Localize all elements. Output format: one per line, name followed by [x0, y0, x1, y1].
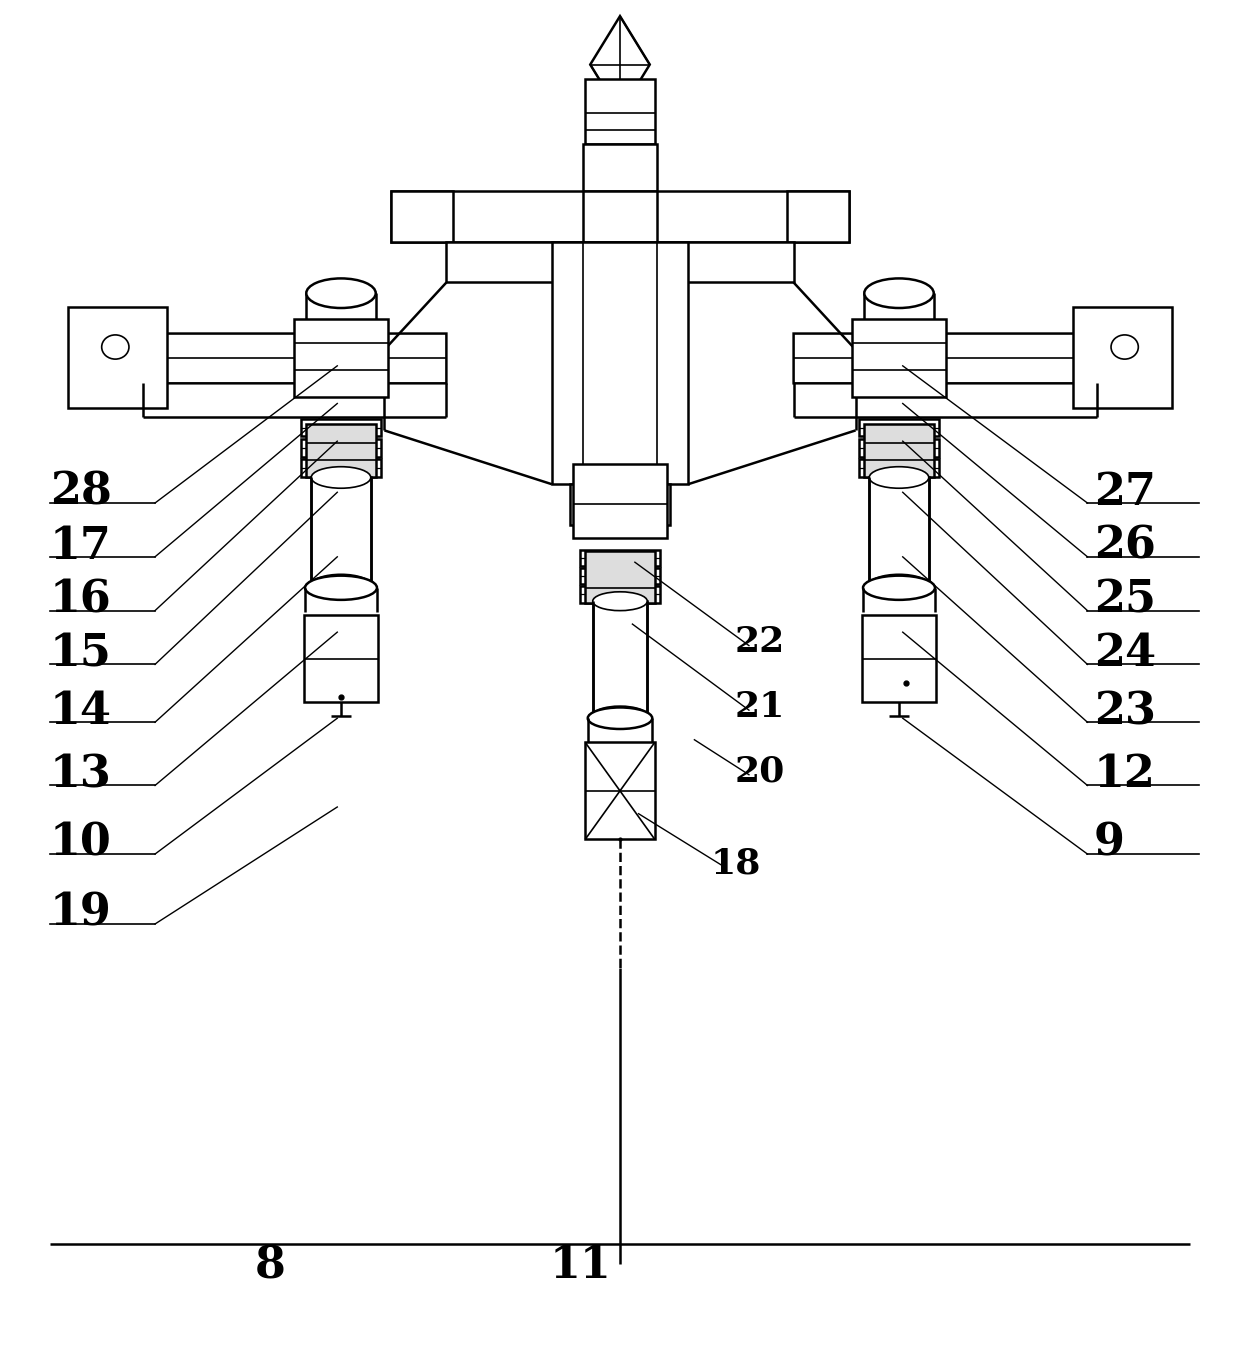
Text: 26: 26 — [1094, 525, 1156, 568]
Text: 10: 10 — [50, 822, 112, 865]
Ellipse shape — [311, 467, 371, 488]
Bar — [593, 601, 647, 716]
Bar — [852, 319, 946, 397]
Bar — [580, 568, 660, 584]
Ellipse shape — [588, 707, 652, 729]
Bar — [301, 418, 381, 436]
Ellipse shape — [593, 592, 647, 611]
Bar — [573, 464, 667, 538]
Text: 25: 25 — [1094, 578, 1156, 621]
Bar — [391, 191, 453, 242]
Bar — [585, 742, 655, 839]
Text: 19: 19 — [50, 892, 112, 935]
Text: 8: 8 — [255, 1244, 285, 1287]
Bar — [391, 191, 849, 242]
Bar — [580, 550, 660, 566]
Bar — [306, 424, 376, 477]
Ellipse shape — [869, 467, 929, 488]
Text: 14: 14 — [50, 690, 112, 733]
Bar — [301, 438, 381, 456]
Text: 22: 22 — [734, 625, 785, 659]
Text: 12: 12 — [1094, 753, 1156, 796]
Bar — [68, 307, 167, 408]
Bar — [859, 418, 939, 436]
Text: 24: 24 — [1094, 632, 1156, 675]
Bar — [869, 477, 929, 585]
Text: 13: 13 — [50, 753, 112, 796]
Text: 20: 20 — [734, 755, 785, 788]
Ellipse shape — [306, 278, 376, 308]
Ellipse shape — [305, 576, 377, 600]
Polygon shape — [590, 16, 650, 113]
Bar — [862, 615, 936, 702]
Bar — [787, 191, 849, 242]
Bar — [864, 424, 934, 477]
Bar — [570, 484, 670, 525]
Ellipse shape — [102, 335, 129, 359]
Bar — [585, 551, 655, 603]
Bar — [552, 242, 688, 484]
Ellipse shape — [311, 574, 371, 596]
Text: 23: 23 — [1094, 690, 1156, 733]
Text: 27: 27 — [1094, 471, 1156, 514]
Ellipse shape — [593, 706, 647, 725]
Bar — [304, 615, 378, 702]
Bar — [859, 459, 939, 476]
Bar — [311, 477, 371, 585]
Bar — [294, 319, 388, 397]
Bar — [585, 79, 655, 144]
Bar — [1073, 307, 1172, 408]
Text: 11: 11 — [549, 1244, 611, 1287]
Polygon shape — [93, 334, 446, 383]
Ellipse shape — [863, 576, 935, 600]
Bar — [859, 438, 939, 456]
Text: 16: 16 — [50, 578, 112, 621]
Text: 18: 18 — [711, 847, 761, 881]
Bar — [583, 144, 657, 191]
Ellipse shape — [1111, 335, 1138, 359]
Text: 9: 9 — [1094, 822, 1125, 865]
Text: 28: 28 — [50, 471, 112, 514]
Ellipse shape — [864, 278, 934, 308]
Bar — [301, 459, 381, 476]
Bar — [446, 242, 794, 282]
Polygon shape — [794, 334, 1147, 383]
Ellipse shape — [869, 574, 929, 596]
Text: 21: 21 — [734, 690, 785, 724]
Text: 17: 17 — [50, 525, 112, 568]
Bar — [580, 586, 660, 603]
Text: 15: 15 — [50, 632, 112, 675]
